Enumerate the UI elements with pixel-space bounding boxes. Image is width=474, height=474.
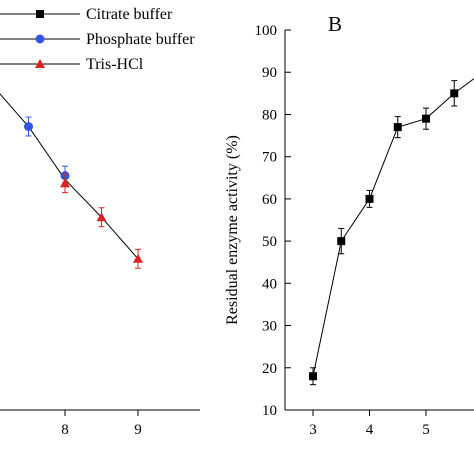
- legend-marker: [36, 10, 44, 18]
- y-axis-title: Residual enzyme activity (%): [224, 135, 241, 325]
- panel-b-y-tick-label: 80: [262, 107, 277, 123]
- panel-b-point-3: [393, 123, 402, 132]
- panel-b-point-4: [422, 114, 430, 123]
- panel-b-x-tick-label: 5: [422, 422, 430, 438]
- panel-b-x-tick-label: 4: [366, 422, 374, 438]
- panel-b-x-tick-label: 3: [309, 422, 317, 438]
- panel-a-point-1-2: [133, 253, 143, 263]
- panel-a-markers: [24, 116, 143, 269]
- legend-label: Phosphate buffer: [86, 31, 195, 48]
- panel-b-title: B: [328, 12, 342, 36]
- panel-b-line: [312, 77, 474, 377]
- panel-b-point-2: [365, 194, 374, 203]
- panel-a-series-line: [0, 93, 139, 260]
- panel-b-x-ticks: 3 4 5: [309, 410, 430, 438]
- panel-b-y-tick-label: 70: [262, 150, 277, 166]
- panel-b-y-tick-label: 30: [262, 319, 277, 335]
- panel-b-point-5: [450, 89, 459, 98]
- panel-b-y-tick-label: 40: [262, 276, 277, 292]
- panel-a-line: [0, 93, 139, 260]
- panel-a-point-1-1: [96, 212, 107, 222]
- panel-a-point-1-0: [60, 178, 70, 188]
- panel-b-y-tick-label: 20: [262, 361, 277, 377]
- panel-b-point-1: [337, 237, 346, 246]
- panel-a-point-0-0: [24, 122, 33, 131]
- legend-label: Tris-HCl: [86, 56, 144, 73]
- panel-b: B Residual enzyme activity (%) 10 20 30 40 5…: [224, 12, 474, 438]
- panel-b-series-line: [312, 77, 474, 377]
- panel-b-y-ticks: 10 20 30 40 50 60 70 80 90 100: [255, 23, 291, 419]
- panel-b-y-tick-label: 90: [262, 65, 277, 81]
- panel-b-markers: [309, 80, 459, 386]
- panel-b-y-tick-label: 50: [262, 234, 277, 250]
- panel-b-point-0: [309, 372, 317, 381]
- panel-a-x-tick-label: 8: [61, 422, 69, 438]
- panel-b-y-tick-label: 10: [262, 403, 277, 419]
- legend: Citrate buffer Phosphate buffer Tris-HCl: [0, 6, 195, 73]
- legend-marker: [35, 34, 45, 44]
- legend-label: Citrate buffer: [86, 6, 173, 23]
- panel-b-y-tick-label: 100: [255, 23, 278, 39]
- legend-marker: [35, 59, 45, 68]
- panel-a-x-tick-label: 9: [134, 422, 142, 438]
- panel-b-y-tick-label: 60: [262, 192, 277, 208]
